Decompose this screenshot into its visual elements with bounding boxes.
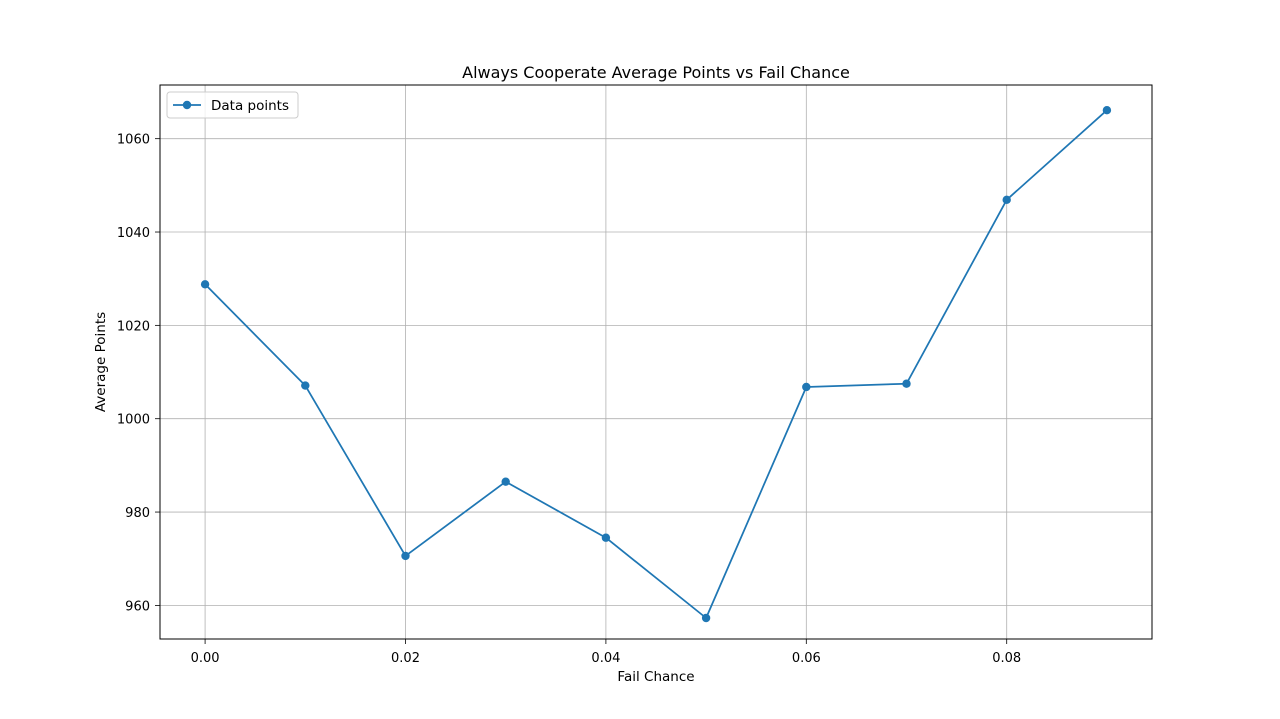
x-tick-label: 0.08 (992, 651, 1021, 666)
data-point (802, 382, 811, 392)
data-point (1102, 106, 1112, 115)
data-point (701, 613, 711, 623)
x-tick-label: 0.06 (792, 651, 821, 666)
y-tick-label: 1000 (117, 413, 150, 428)
y-tick-label: 980 (125, 506, 150, 521)
series-layer (200, 106, 1112, 623)
data-point (601, 533, 611, 542)
legend-point-marker (182, 100, 192, 110)
legend: Data points (166, 91, 299, 119)
data-point (1002, 195, 1011, 205)
data-point (902, 379, 911, 388)
y-axis-ticks: 960 980 1000 1020 1040 1060 (117, 133, 160, 614)
chart-title: Always Cooperate Average Points vs Fail … (462, 63, 850, 82)
x-tick-label: 0.00 (191, 651, 220, 666)
data-point (301, 381, 310, 390)
y-tick-label: 1040 (117, 226, 150, 241)
y-tick-label: 1020 (117, 319, 150, 334)
plot-frame (159, 84, 1153, 640)
x-tick-label: 0.02 (391, 651, 420, 666)
series-line (204, 109, 1108, 619)
x-axis-label: Fail Chance (617, 669, 694, 685)
y-tick-label: 1060 (117, 133, 150, 148)
x-tick-label: 0.04 (591, 651, 620, 666)
data-point (501, 477, 510, 486)
data-point (401, 551, 410, 561)
legend-label: Data points (211, 98, 289, 114)
x-axis-ticks: 0.00 0.02 0.04 0.06 0.08 (191, 639, 1021, 666)
y-axis-label: Average Points (93, 312, 109, 412)
y-tick-label: 960 (125, 599, 150, 614)
legend-box (166, 91, 299, 119)
data-point (200, 280, 210, 289)
